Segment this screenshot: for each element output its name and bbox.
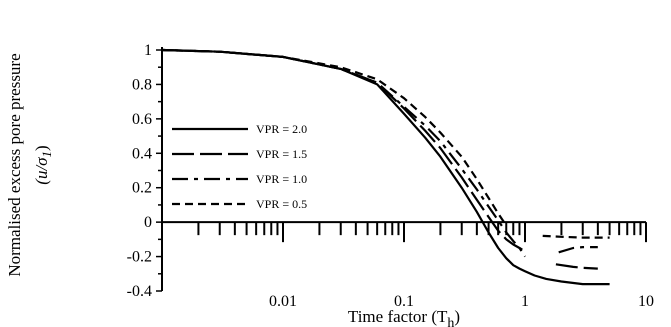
x-axis-label-close: ) xyxy=(454,307,460,326)
plot-area: 1 0.8 0.6 0.4 0.2 0 -0.2 -0.4 0.01 0.1 1 10 VPR = 2.… xyxy=(127,42,654,310)
y-axis-label: Normalised excess pore pressure xyxy=(5,53,24,276)
x-axis-label-subscript: h xyxy=(447,316,454,327)
series-4 xyxy=(161,48,610,239)
y-axis-label-subscript: 1 xyxy=(39,151,54,158)
series-line xyxy=(161,48,523,251)
y-tick-label: -0.2 xyxy=(127,249,152,266)
series-line xyxy=(558,246,598,254)
x-axis-label: Time factor (Th) xyxy=(348,307,460,327)
y-axis-label-units: (u/σ1) xyxy=(32,145,54,184)
legend-label: VPR = 1.0 xyxy=(256,172,307,186)
y-tick-label: 0.4 xyxy=(132,145,152,162)
x-tick-label: 0.1 xyxy=(394,293,414,310)
legend-label: VPR = 2.0 xyxy=(256,122,307,136)
series-line xyxy=(542,234,610,239)
series-line xyxy=(161,48,508,227)
y-tick-label: 0.2 xyxy=(132,180,152,197)
y-tick-label: 0.8 xyxy=(132,76,152,93)
x-tick-label: 1 xyxy=(521,293,529,310)
series-line xyxy=(555,263,598,270)
y-axis-label-close: ) xyxy=(32,145,51,151)
x-tick-label: 0.01 xyxy=(269,293,297,310)
y-tick-label: 0.6 xyxy=(132,111,152,128)
x-tick-label: 10 xyxy=(638,293,654,310)
legend-label: VPR = 1.5 xyxy=(256,147,307,161)
series-2 xyxy=(161,48,598,270)
y-tick-label: 1 xyxy=(144,42,152,59)
legend-label: VPR = 0.5 xyxy=(256,197,307,211)
y-tick-label: 0 xyxy=(144,214,152,231)
y-tick-label: -0.4 xyxy=(127,283,152,300)
